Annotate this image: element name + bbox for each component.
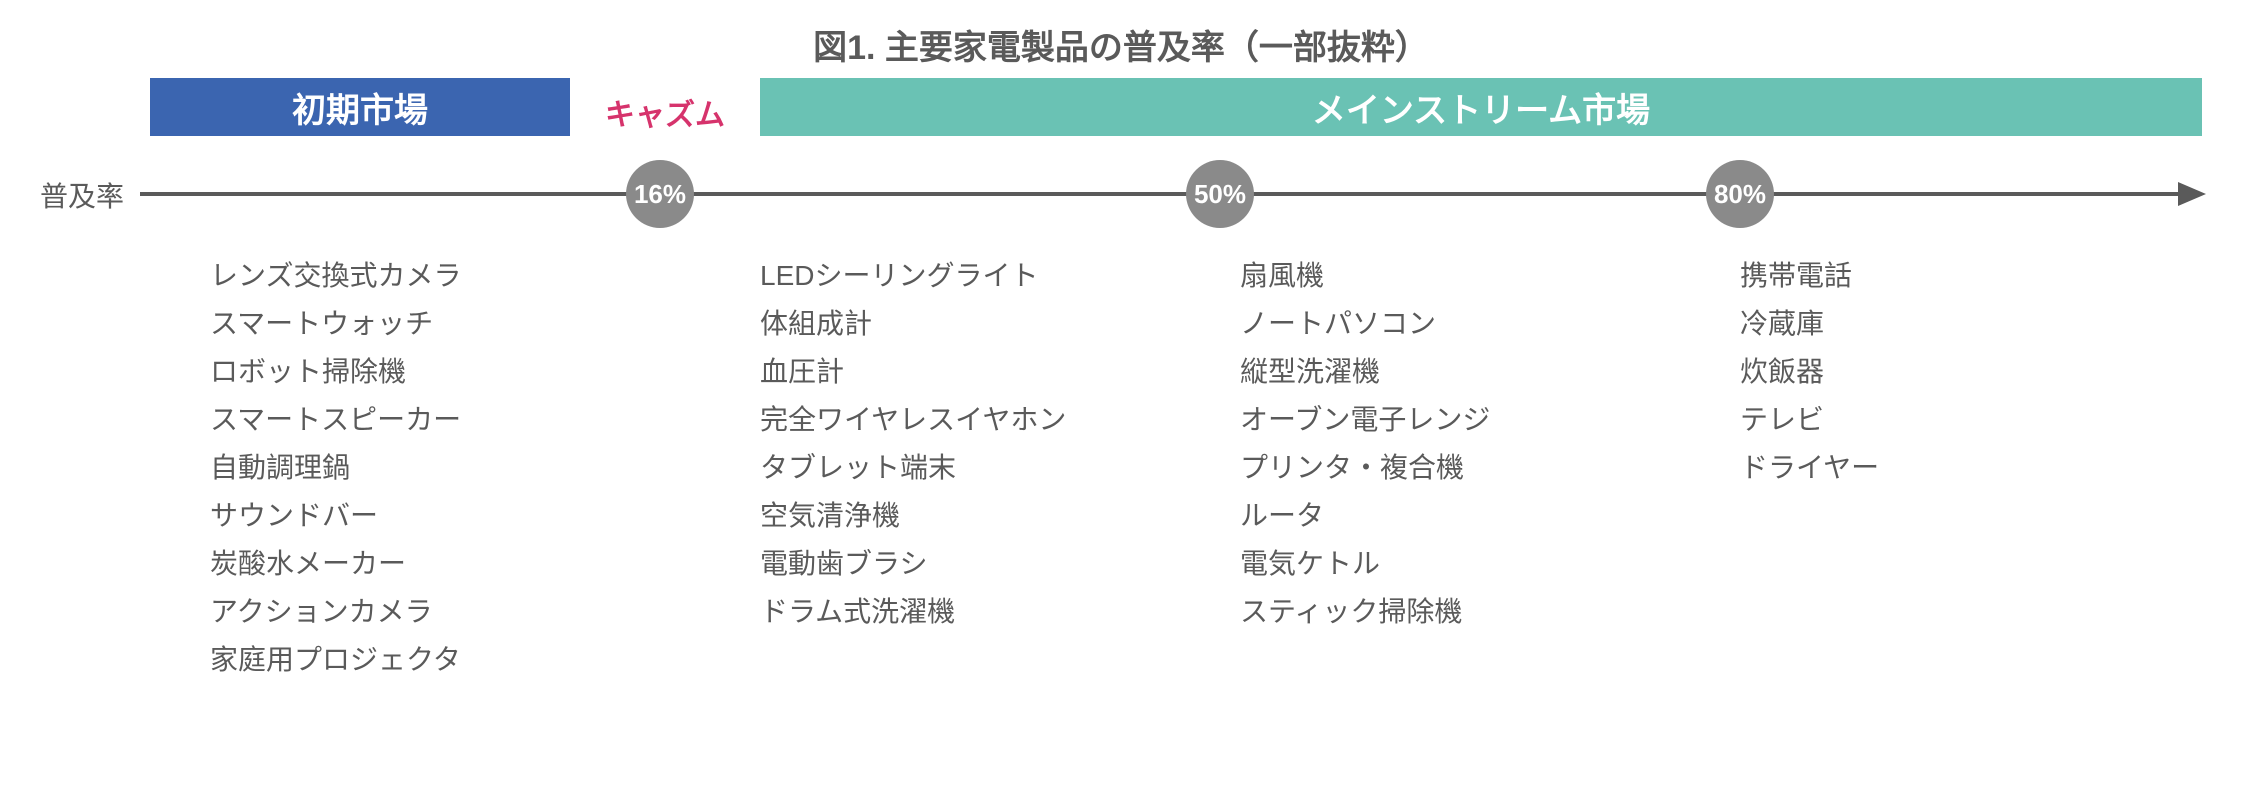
product-item: タブレット端末 (760, 444, 1066, 492)
product-item: ドラム式洗濯機 (760, 588, 1066, 636)
axis-arrow-icon (2178, 182, 2206, 206)
product-item: 電気ケトル (1240, 540, 1490, 588)
product-item: 体組成計 (760, 300, 1066, 348)
product-column: 扇風機ノートパソコン縦型洗濯機オーブン電子レンジプリンタ・複合機ルータ電気ケトル… (1240, 252, 1490, 636)
product-item: 電動歯ブラシ (760, 540, 1066, 588)
chart-title: 図1. 主要家電製品の普及率（一部抜粋） (40, 20, 2202, 69)
product-item: 携帯電話 (1740, 252, 1879, 300)
product-item: ノートパソコン (1240, 300, 1490, 348)
product-item: 炊飯器 (1740, 348, 1879, 396)
segment-early-market: 初期市場 (150, 78, 570, 136)
product-item: 自動調理鍋 (210, 444, 461, 492)
product-item: テレビ (1740, 396, 1879, 444)
product-column: LEDシーリングライト体組成計血圧計完全ワイヤレスイヤホンタブレット端末空気清浄… (760, 252, 1066, 636)
product-item: 空気清浄機 (760, 492, 1066, 540)
product-item: ロボット掃除機 (210, 348, 461, 396)
product-item: スティック掃除機 (1240, 588, 1490, 636)
product-item: プリンタ・複合機 (1240, 444, 1490, 492)
product-item: 完全ワイヤレスイヤホン (760, 396, 1066, 444)
product-item: 冷蔵庫 (1740, 300, 1879, 348)
product-item: LEDシーリングライト (760, 252, 1066, 300)
axis-marker: 16% (626, 160, 694, 228)
product-column: 携帯電話冷蔵庫炊飯器テレビドライヤー (1740, 252, 1879, 492)
product-item: スマートウォッチ (210, 300, 461, 348)
product-item: アクションカメラ (210, 588, 461, 636)
axis-marker: 80% (1706, 160, 1774, 228)
product-item: オーブン電子レンジ (1240, 396, 1490, 444)
product-item: 家庭用プロジェクタ (210, 636, 461, 684)
product-column: レンズ交換式カメラスマートウォッチロボット掃除機スマートスピーカー自動調理鍋サウ… (210, 252, 461, 684)
product-item: レンズ交換式カメラ (210, 252, 461, 300)
product-item: サウンドバー (210, 492, 461, 540)
product-item: 血圧計 (760, 348, 1066, 396)
product-item: 縦型洗濯機 (1240, 348, 1490, 396)
product-item: 炭酸水メーカー (210, 540, 461, 588)
product-item: ルータ (1240, 492, 1490, 540)
axis-label: 普及率 (40, 175, 124, 215)
product-item: スマートスピーカー (210, 396, 461, 444)
segment-mainstream-market: メインストリーム市場 (760, 78, 2202, 136)
penetration-diagram: 図1. 主要家電製品の普及率（一部抜粋） 初期市場 キャズム メインストリーム市… (40, 20, 2202, 765)
product-item: ドライヤー (1740, 444, 1879, 492)
axis-line (140, 192, 2180, 196)
segment-chasm-label: キャズム (590, 90, 740, 134)
axis-marker: 50% (1186, 160, 1254, 228)
product-item: 扇風機 (1240, 252, 1490, 300)
